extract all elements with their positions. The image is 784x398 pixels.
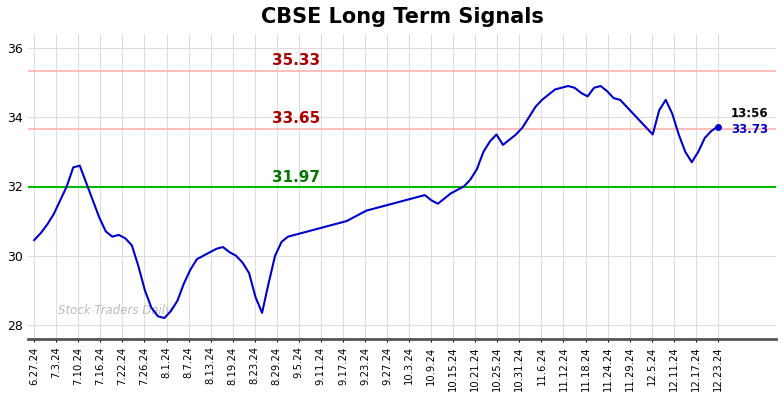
Text: 33.65: 33.65 [272,111,321,127]
Title: CBSE Long Term Signals: CBSE Long Term Signals [260,7,543,27]
Text: 35.33: 35.33 [272,53,321,68]
Text: Stock Traders Daily: Stock Traders Daily [58,304,172,318]
Text: 33.73: 33.73 [731,123,768,137]
Text: 13:56: 13:56 [731,107,768,120]
Text: 31.97: 31.97 [273,170,321,185]
